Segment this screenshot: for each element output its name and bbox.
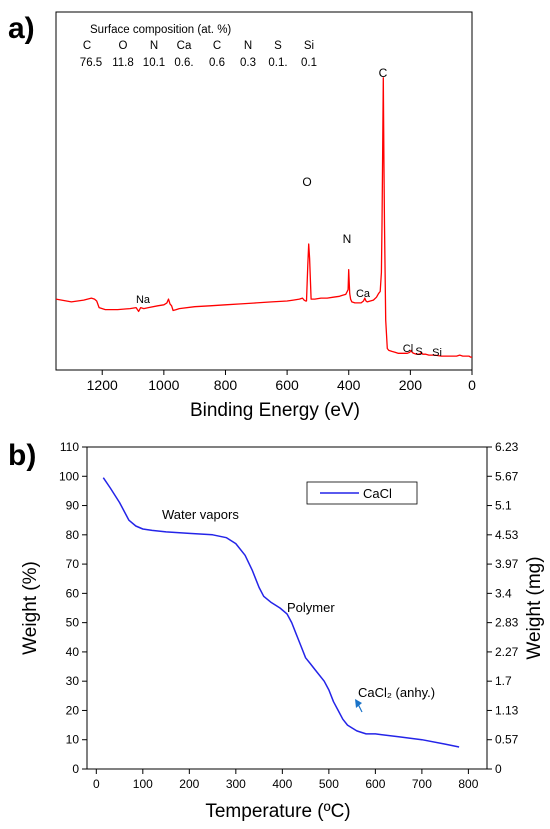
tga-y2-ticks: 0 0.57 1.13 1.7 2.27 2.83 3.4 3.97 4.53 5.1 5.67 6.… — [487, 440, 519, 776]
table-value-ca: 0.6. — [174, 57, 193, 69]
tga-y-tick-label: 10 — [66, 733, 80, 747]
tga-y-tick-label: 100 — [59, 469, 79, 483]
peak-label-ca: Ca — [356, 288, 371, 300]
xps-spectrum-line — [55, 77, 472, 358]
tga-legend-label: CaCl — [363, 486, 392, 501]
tga-y-tick-label: 20 — [66, 703, 80, 717]
xps-x-axis-title: Binding Energy (eV) — [190, 400, 360, 421]
xps-x-tick-label: 400 — [337, 377, 361, 393]
tga-x-tick-label: 300 — [226, 777, 246, 791]
tga-x-tick-label: 500 — [319, 777, 339, 791]
xps-spectrum-series — [55, 77, 472, 358]
tga-x-tick-label: 100 — [133, 777, 153, 791]
tga-y-axis-title: Weight (%) — [20, 561, 41, 655]
table-value-c2: 0.6 — [209, 57, 225, 69]
table-header-si: Si — [304, 40, 314, 52]
tga-x-tick-label: 200 — [179, 777, 199, 791]
tga-y-tick-label: 60 — [66, 586, 80, 600]
table-header-ca: Ca — [177, 40, 192, 52]
peak-label-c: C — [379, 66, 388, 80]
tga-legend: CaCl — [306, 481, 418, 505]
tga-y2-tick-label: 4.53 — [495, 528, 519, 542]
tga-weight-line — [102, 477, 460, 748]
peak-label-cl: Cl — [403, 343, 413, 355]
table-value-si: 0.1 — [301, 57, 317, 69]
table-header-o: O — [119, 40, 128, 52]
tga-y2-tick-label: 0 — [495, 762, 502, 776]
surface-composition-table: Surface composition (at. %) C O N Ca C N… — [62, 14, 334, 72]
xps-x-tick-label: 600 — [275, 377, 299, 393]
table-value-n2: 0.3 — [240, 57, 256, 69]
tga-x-tick-label: 400 — [272, 777, 292, 791]
tga-x-tick-label: 800 — [458, 777, 478, 791]
tga-y2-tick-label: 0.57 — [495, 733, 519, 747]
tga-y-tick-label: 0 — [72, 762, 79, 776]
table-header-c: C — [83, 40, 91, 52]
xps-x-tick-label: 200 — [399, 377, 423, 393]
tga-cacl-series — [102, 477, 460, 748]
tga-x-tick-label: 600 — [365, 777, 385, 791]
surface-composition-box — [62, 14, 334, 72]
tga-x-ticks: 0 100 200 300 400 500 600 700 800 — [93, 769, 479, 791]
table-header-c2: C — [213, 40, 221, 52]
tga-y-tick-label: 110 — [60, 440, 79, 454]
table-value-o: 11.8 — [112, 57, 134, 69]
tga-y2-tick-label: 2.27 — [495, 645, 519, 659]
surface-composition-title: Surface composition (at. %) — [90, 24, 231, 36]
table-header-n: N — [150, 40, 158, 52]
tga-y2-tick-label: 5.67 — [495, 469, 519, 483]
tga-y-tick-label: 80 — [66, 528, 80, 542]
panel-a-label: a) — [8, 12, 35, 45]
tga-y-tick-label: 50 — [66, 616, 80, 630]
tga-x-tick-label: 0 — [93, 777, 100, 791]
table-header-s: S — [274, 40, 282, 52]
tga-x-tick-label: 700 — [412, 777, 432, 791]
annotation-water-vapors: Water vapors — [162, 507, 239, 522]
tga-y2-tick-label: 5.1 — [495, 499, 512, 513]
annotation-cacl2-anhy: CaCl₂ (anhy.) — [358, 685, 435, 700]
peak-label-na: Na — [136, 294, 151, 306]
table-value-c: 76.5 — [80, 57, 102, 69]
tga-y2-tick-label: 3.4 — [495, 586, 512, 600]
xps-x-tick-label: 0 — [468, 377, 476, 393]
tga-y-tick-label: 40 — [66, 645, 80, 659]
peak-label-s: S — [415, 346, 422, 358]
tga-y-ticks: 0 10 20 30 40 50 60 70 80 90 100 110 — [59, 440, 87, 776]
tga-y2-tick-label: 1.13 — [495, 703, 519, 717]
tga-x-axis-title: Temperature (ºC) — [205, 801, 350, 822]
tga-plot-frame — [86, 446, 488, 770]
xps-x-ticks: 1200 1000 800 600 400 200 0 — [87, 370, 476, 393]
peak-label-n: N — [343, 232, 352, 246]
table-value-n: 10.1 — [143, 57, 165, 69]
tga-y2-tick-label: 2.83 — [495, 616, 519, 630]
tga-y2-tick-label: 6.23 — [495, 440, 519, 454]
peak-label-o: O — [302, 175, 311, 189]
peak-label-si: Si — [432, 347, 442, 359]
table-value-s: 0.1. — [268, 57, 287, 69]
tga-y2-tick-label: 1.7 — [495, 674, 512, 688]
panel-b-label: b) — [8, 439, 36, 472]
annotation-arrow-head — [355, 699, 362, 708]
table-header-n2: N — [244, 40, 252, 52]
tga-y2-tick-label: 3.97 — [495, 557, 519, 571]
xps-x-tick-label: 800 — [214, 377, 238, 393]
xps-x-tick-label: 1000 — [148, 377, 179, 393]
annotation-polymer: Polymer — [287, 600, 335, 615]
tga-y-tick-label: 30 — [66, 674, 80, 688]
tga-legend-box — [306, 481, 418, 505]
tga-y-tick-label: 90 — [66, 499, 80, 513]
tga-y-tick-label: 70 — [66, 557, 80, 571]
tga-y2-axis-title: Weight (mg) — [524, 556, 545, 659]
xps-x-tick-label: 1200 — [87, 377, 118, 393]
